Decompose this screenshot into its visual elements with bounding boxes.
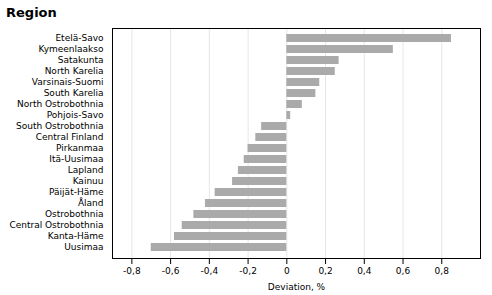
svg-text:North Karelia: North Karelia: [45, 66, 104, 76]
svg-text:Etelä-Savo: Etelä-Savo: [55, 33, 104, 43]
svg-text:Uusimaa: Uusimaa: [64, 242, 103, 252]
svg-text:Central Finland: Central Finland: [36, 132, 104, 142]
svg-text:-0,6: -0,6: [162, 266, 180, 276]
svg-text:Varsinais-Suomi: Varsinais-Suomi: [32, 77, 104, 87]
svg-text:South Karelia: South Karelia: [44, 88, 104, 98]
svg-text:Ostrobothnia: Ostrobothnia: [45, 209, 103, 219]
svg-text:Åland: Åland: [78, 197, 104, 208]
svg-text:Pirkanmaa: Pirkanmaa: [56, 143, 104, 153]
svg-text:Lapland: Lapland: [68, 165, 104, 175]
svg-text:Kainuu: Kainuu: [73, 176, 104, 186]
svg-text:South Ostrobothnia: South Ostrobothnia: [16, 121, 104, 131]
svg-text:0,2: 0,2: [318, 266, 332, 276]
svg-text:Kymeenlaakso: Kymeenlaakso: [38, 44, 104, 54]
svg-text:Central Ostrobothnia: Central Ostrobothnia: [9, 220, 103, 230]
svg-text:-0,2: -0,2: [239, 266, 257, 276]
svg-text:0,6: 0,6: [396, 266, 411, 276]
svg-text:0,4: 0,4: [357, 266, 372, 276]
html-text:Region: Region: [6, 5, 57, 20]
svg-text:Pohjois-Savo: Pohjois-Savo: [47, 110, 104, 120]
svg-text:Deviation, %: Deviation, %: [268, 282, 326, 292]
svg-text:Satakunta: Satakunta: [58, 55, 104, 65]
svg-text:-0,8: -0,8: [123, 266, 141, 276]
svg-text:0,8: 0,8: [435, 266, 450, 276]
svg-text:Kanta-Häme: Kanta-Häme: [48, 231, 104, 241]
svg-text:Päijät-Häme: Päijät-Häme: [49, 187, 104, 197]
svg-text:0: 0: [284, 266, 290, 276]
svg-text:-0,4: -0,4: [201, 266, 219, 276]
svg-text:North Ostrobothnia: North Ostrobothnia: [17, 99, 104, 109]
svg-text:Itä-Uusimaa: Itä-Uusimaa: [49, 154, 103, 164]
